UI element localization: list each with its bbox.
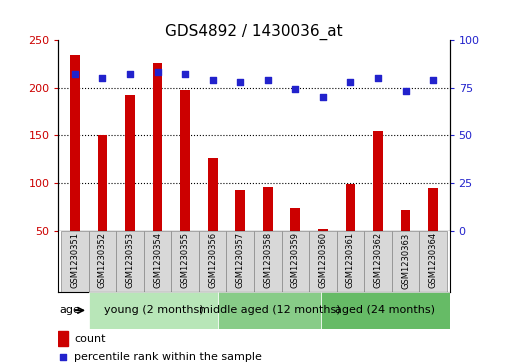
Bar [153,63,163,231]
Text: GSM1230356: GSM1230356 [208,232,217,289]
Text: GSM1230363: GSM1230363 [401,232,410,289]
Bar [58,331,68,346]
Point [401,89,409,94]
Text: GSM1230355: GSM1230355 [181,232,189,288]
Bar [321,292,450,329]
Text: young (2 months): young (2 months) [104,305,203,315]
Bar [61,231,89,292]
Text: percentile rank within the sample: percentile rank within the sample [74,352,262,362]
Bar [171,231,199,292]
Point [291,86,299,92]
Point [346,79,355,85]
Bar [227,231,254,292]
Bar [263,187,273,231]
Point [236,79,244,85]
Point [71,71,79,77]
Bar [345,184,355,231]
Bar [373,131,383,231]
Text: GSM1230351: GSM1230351 [71,232,79,288]
Bar [89,292,218,329]
Bar [401,209,410,231]
Title: GDS4892 / 1430036_at: GDS4892 / 1430036_at [165,24,343,40]
Bar [419,231,447,292]
Bar [281,231,309,292]
Text: GSM1230357: GSM1230357 [236,232,245,289]
Bar [291,208,300,231]
Point [319,94,327,100]
Bar [125,95,135,231]
Bar [392,231,419,292]
Bar [70,55,80,231]
Text: count: count [74,334,106,343]
Bar [309,231,337,292]
Text: GSM1230362: GSM1230362 [373,232,383,289]
Point [99,75,107,81]
Bar [89,231,116,292]
Bar [428,188,438,231]
Point [126,71,134,77]
Text: middle aged (12 months): middle aged (12 months) [199,305,340,315]
Point [264,77,272,83]
Bar [318,229,328,231]
Text: GSM1230359: GSM1230359 [291,232,300,288]
Point [181,71,189,77]
Text: GSM1230360: GSM1230360 [319,232,327,289]
Text: GSM1230364: GSM1230364 [429,232,437,289]
Text: GSM1230361: GSM1230361 [346,232,355,289]
Text: GSM1230353: GSM1230353 [125,232,135,289]
Point [374,75,382,81]
Bar [199,231,227,292]
Bar [364,231,392,292]
Text: aged (24 months): aged (24 months) [335,305,435,315]
Bar [337,231,364,292]
Point [429,77,437,83]
Bar [180,90,190,231]
Point [209,77,217,83]
Bar [98,135,107,231]
Bar [144,231,171,292]
Bar [235,189,245,231]
Text: GSM1230354: GSM1230354 [153,232,162,288]
Point [153,69,162,75]
Text: GSM1230352: GSM1230352 [98,232,107,288]
Bar [116,231,144,292]
Text: age: age [60,305,81,315]
Bar [208,158,217,231]
Bar [218,292,321,329]
Point [59,354,68,360]
Text: GSM1230358: GSM1230358 [263,232,272,289]
Bar [254,231,281,292]
